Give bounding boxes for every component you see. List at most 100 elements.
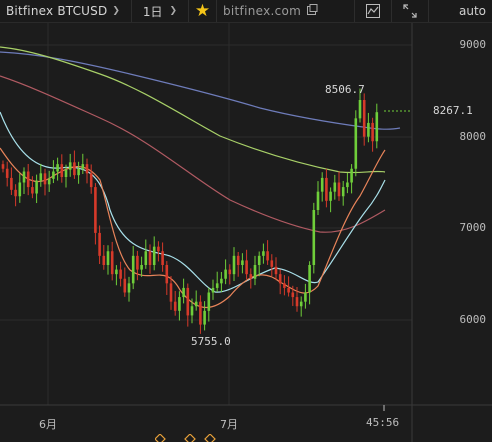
chart-grid xyxy=(0,23,492,442)
candle-body xyxy=(203,310,206,325)
candle-body xyxy=(1,164,5,169)
candle-body xyxy=(5,168,9,178)
event-marker xyxy=(155,434,166,442)
candle-body xyxy=(224,269,227,279)
candle-body xyxy=(194,301,198,307)
candle-body xyxy=(10,177,13,190)
interval-label: 1日 xyxy=(142,4,163,19)
ma-line-red xyxy=(0,75,386,233)
candle-body xyxy=(333,182,337,192)
candle-body xyxy=(350,168,353,183)
candle-body xyxy=(186,287,190,316)
candle-body xyxy=(35,180,38,194)
candle-body xyxy=(89,173,93,188)
candle-body xyxy=(136,255,139,270)
candle-body xyxy=(308,265,311,293)
auto-scale-toggle[interactable]: auto xyxy=(429,0,492,22)
candle-body xyxy=(161,251,164,265)
candle-body xyxy=(299,301,303,307)
low-price-label: 5755.0 xyxy=(191,335,231,348)
candle-body xyxy=(228,269,232,275)
candle-body xyxy=(274,266,278,275)
candle-body xyxy=(94,187,97,233)
candle-body xyxy=(278,274,282,284)
candle-body xyxy=(358,100,362,119)
x-tick-label-june: 6月 xyxy=(39,418,57,431)
candle-body xyxy=(354,118,358,169)
candle-body xyxy=(287,287,290,293)
event-marker xyxy=(204,434,216,442)
candle-body xyxy=(47,178,51,185)
candle-body xyxy=(270,260,274,267)
candle-body xyxy=(182,287,185,298)
candle-body xyxy=(337,182,341,197)
candle-body xyxy=(102,255,106,265)
favorite-star-icon[interactable]: ★ xyxy=(194,1,211,21)
candle-body xyxy=(26,171,30,188)
candle-body xyxy=(119,269,122,279)
candle-body xyxy=(211,287,215,293)
toolbar-divider xyxy=(216,0,217,22)
candle-body xyxy=(220,278,223,284)
interval-selector[interactable]: 1日 ❯ xyxy=(132,0,188,22)
y-tick-label: 7000 xyxy=(459,221,487,234)
candle-body xyxy=(131,255,135,284)
candle-countdown: 45:56 xyxy=(366,416,400,429)
chevron-down-icon: ❯ xyxy=(112,6,121,16)
toolbar-divider xyxy=(391,0,392,22)
candle-body xyxy=(148,251,152,265)
price-chart[interactable] xyxy=(0,23,492,442)
chevron-down-icon: ❯ xyxy=(169,6,178,16)
candle-body xyxy=(178,297,181,311)
candle-body xyxy=(291,292,295,298)
candle-body xyxy=(123,278,127,293)
y-tick-label: 8000 xyxy=(459,130,487,143)
candle-body xyxy=(253,265,257,279)
candle-body xyxy=(215,283,219,288)
candle-body xyxy=(346,182,349,188)
candle-body xyxy=(362,100,366,137)
toolbar-divider xyxy=(131,0,132,22)
candle-body xyxy=(245,260,248,275)
candle-body xyxy=(262,251,265,256)
candle-body xyxy=(199,301,202,325)
candle-body xyxy=(169,283,173,302)
candle-body xyxy=(283,283,286,288)
candle-body xyxy=(190,306,194,316)
candle-body xyxy=(106,251,110,265)
candle-body xyxy=(43,173,47,185)
candle-body xyxy=(375,112,379,142)
candle-body xyxy=(304,292,307,302)
candle-body xyxy=(140,265,143,270)
indicators-button[interactable] xyxy=(355,0,391,22)
candle-body xyxy=(14,189,17,197)
candle-body xyxy=(325,177,328,201)
candle-body xyxy=(173,301,177,311)
chart-indicator-icon xyxy=(366,4,380,18)
candle-body xyxy=(73,162,76,176)
event-marker xyxy=(184,434,196,442)
symbol-selector[interactable]: Bitfinex BTCUSD ❯ xyxy=(0,0,131,22)
symbol-label: Bitfinex BTCUSD xyxy=(6,4,108,18)
candle-body xyxy=(18,182,22,197)
candle-body xyxy=(22,171,26,183)
ma-line-green xyxy=(0,46,386,174)
candle-body xyxy=(56,164,59,172)
high-price-label: 8506.7 xyxy=(325,83,365,96)
candle-body xyxy=(144,251,148,265)
exchange-link[interactable]: bitfinex.com xyxy=(217,0,354,22)
chart-toolbar: Bitfinex BTCUSD ❯ 1日 ❯ ★ bitfinex.com au… xyxy=(0,0,492,23)
candle-body xyxy=(295,297,299,307)
candle-body xyxy=(68,162,72,170)
candle-body xyxy=(341,187,345,197)
y-tick-label: 9000 xyxy=(459,38,487,51)
candle-body xyxy=(329,191,332,201)
candle-body xyxy=(64,169,68,177)
candle-body xyxy=(312,210,316,265)
candle-body xyxy=(81,164,85,169)
candle-body xyxy=(77,168,80,176)
toolbar-divider xyxy=(354,0,355,22)
timeline-markers xyxy=(155,434,216,442)
candle-body xyxy=(85,164,89,174)
fullscreen-button[interactable] xyxy=(392,0,428,22)
